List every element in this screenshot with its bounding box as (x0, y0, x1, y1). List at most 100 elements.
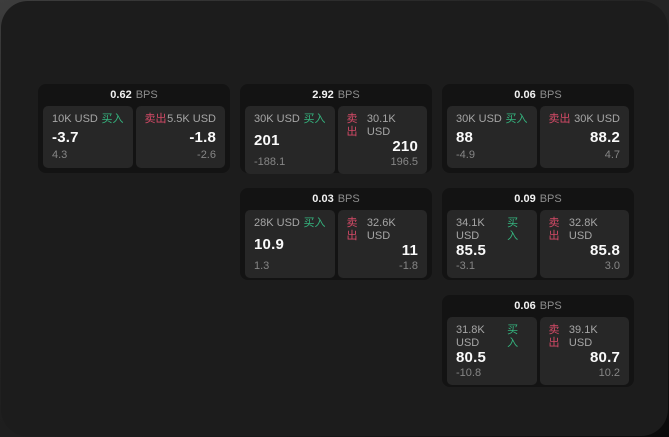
sell-notional-amount: 30K USD (574, 113, 620, 125)
sell-quote-delta: 10.2 (598, 366, 620, 379)
buy-notional-amount: 10K USD (52, 113, 98, 125)
buy-quote-tile[interactable]: 30K USD 买入 88 -4.9 (447, 106, 537, 168)
buy-side-label: 买入 (303, 113, 326, 125)
quote-cards-grid: 0.62 BPS 10K USD 买入 -3.7 4.3 卖出 5.5K USD… (38, 84, 634, 387)
card-header: 2.92 BPS (240, 84, 432, 106)
buy-notional-amount: 31.8K USD (456, 324, 485, 349)
buy-side-label: 买入 (101, 113, 124, 125)
buy-tile-header: 31.8K USD 买入 (456, 324, 528, 349)
sell-quote-value: 80.7 (590, 349, 620, 367)
sell-quote-tile[interactable]: 卖出 32.8K USD 85.8 3.0 (539, 210, 629, 279)
sell-quote-delta: 4.7 (604, 149, 620, 162)
spread-bps-unit: BPS (337, 192, 360, 205)
sell-tile-header: 卖出 32.8K USD (549, 217, 621, 242)
spread-bps-unit: BPS (539, 192, 562, 205)
sell-side-label: 卖出 (144, 113, 167, 125)
buy-tile-header: 28K USD 买入 (254, 217, 326, 230)
sell-notional-amount: 32.8K USD (568, 217, 598, 242)
buy-quote-tile[interactable]: 31.8K USD 买入 80.5 -10.8 (447, 317, 537, 386)
card-body: 10K USD 买入 -3.7 4.3 卖出 5.5K USD -1.8 -2.… (38, 106, 230, 173)
buy-quote-value: 85.5 (456, 242, 486, 260)
spread-bps-value: 0.06 (514, 88, 536, 101)
spread-bps-unit: BPS (337, 88, 360, 101)
buy-quote-delta: -188.1 (254, 155, 286, 168)
sell-notional-amount: 32.6K USD (366, 217, 396, 242)
buy-notional-amount: 28K USD (254, 217, 300, 229)
sell-side-label: 卖出 (548, 113, 571, 125)
spread-bps-unit: BPS (135, 88, 158, 101)
card-header: 0.06 BPS (442, 84, 634, 106)
card-header: 0.09 BPS (442, 188, 634, 210)
sell-quote-delta: 196.5 (390, 155, 418, 168)
card-header: 0.06 BPS (442, 295, 634, 317)
sell-tile-header: 卖出 30K USD (549, 113, 621, 126)
sell-notional-amount: 30.1K USD (366, 113, 396, 138)
quote-card: 0.09 BPS 34.1K USD 买入 85.5 -3.1 卖出 32.8K… (442, 188, 634, 280)
sell-quote-tile[interactable]: 卖出 30K USD 88.2 4.7 (539, 106, 629, 168)
sell-quote-value: -1.8 (189, 128, 216, 146)
card-header: 0.62 BPS (38, 84, 230, 106)
sell-side-label: 卖出 (548, 324, 560, 349)
sell-tile-header: 卖出 5.5K USD (145, 113, 217, 126)
sell-quote-value: 88.2 (590, 128, 620, 146)
buy-quote-value: 88 (456, 128, 474, 146)
buy-side-label: 买入 (507, 324, 519, 349)
sell-quote-value: 85.8 (590, 242, 620, 260)
sell-quote-tile[interactable]: 卖出 30.1K USD 210 196.5 (337, 106, 427, 175)
sell-quote-tile[interactable]: 卖出 5.5K USD -1.8 -2.6 (135, 106, 225, 168)
buy-quote-tile[interactable]: 30K USD 买入 201 -188.1 (245, 106, 335, 175)
quote-card: 0.06 BPS 30K USD 买入 88 -4.9 卖出 30K USD 8… (442, 84, 634, 173)
card-body: 31.8K USD 买入 80.5 -10.8 卖出 39.1K USD 80.… (442, 317, 634, 390)
spread-bps-unit: BPS (539, 299, 562, 312)
sell-quote-delta: -1.8 (399, 259, 418, 272)
buy-notional-amount: 30K USD (456, 113, 502, 125)
buy-side-label: 买入 (505, 113, 528, 125)
quote-card: 0.06 BPS 31.8K USD 买入 80.5 -10.8 卖出 39.1… (442, 295, 634, 387)
buy-quote-delta: -10.8 (456, 366, 482, 379)
card-body: 34.1K USD 买入 85.5 -3.1 卖出 32.8K USD 85.8… (442, 210, 634, 283)
sell-notional-amount: 5.5K USD (167, 113, 216, 125)
buy-quote-tile[interactable]: 28K USD 买入 10.9 1.3 (245, 210, 335, 279)
buy-tile-header: 30K USD 买入 (254, 113, 326, 126)
buy-quote-tile[interactable]: 34.1K USD 买入 85.5 -3.1 (447, 210, 537, 279)
sell-side-label: 卖出 (346, 217, 358, 242)
buy-tile-header: 30K USD 买入 (456, 113, 528, 126)
buy-quote-value: -3.7 (52, 128, 79, 146)
spread-bps-value: 2.92 (312, 88, 334, 101)
buy-notional-amount: 34.1K USD (456, 217, 485, 242)
card-header: 0.03 BPS (240, 188, 432, 210)
buy-side-label: 买入 (303, 217, 326, 229)
buy-notional-amount: 30K USD (254, 113, 300, 125)
buy-quote-value: 80.5 (456, 349, 486, 367)
buy-quote-delta: -3.1 (456, 259, 475, 272)
buy-quote-delta: 1.3 (254, 259, 270, 272)
sell-notional-amount: 39.1K USD (568, 324, 598, 349)
quote-card: 0.62 BPS 10K USD 买入 -3.7 4.3 卖出 5.5K USD… (38, 84, 230, 173)
spread-bps-value: 0.09 (514, 192, 536, 205)
sell-quote-tile[interactable]: 卖出 32.6K USD 11 -1.8 (337, 210, 427, 279)
buy-quote-tile[interactable]: 10K USD 买入 -3.7 4.3 (43, 106, 133, 168)
buy-tile-header: 10K USD 买入 (52, 113, 124, 126)
quote-card: 2.92 BPS 30K USD 买入 201 -188.1 卖出 30.1K … (240, 84, 432, 175)
spread-bps-unit: BPS (539, 88, 562, 101)
quote-card: 0.03 BPS 28K USD 买入 10.9 1.3 卖出 32.6K US… (240, 188, 432, 280)
sell-quote-value: 210 (392, 138, 418, 156)
buy-quote-value: 10.9 (254, 235, 284, 253)
sell-quote-delta: 3.0 (604, 259, 620, 272)
spread-bps-value: 0.06 (514, 299, 536, 312)
buy-quote-delta: -4.9 (456, 149, 475, 162)
buy-quote-value: 201 (254, 131, 280, 149)
sell-quote-tile[interactable]: 卖出 39.1K USD 80.7 10.2 (539, 317, 629, 386)
card-body: 30K USD 买入 201 -188.1 卖出 30.1K USD 210 1… (240, 106, 432, 179)
card-body: 30K USD 买入 88 -4.9 卖出 30K USD 88.2 4.7 (442, 106, 634, 173)
sell-tile-header: 卖出 32.6K USD (347, 217, 419, 242)
sell-side-label: 卖出 (346, 113, 358, 138)
spread-bps-value: 0.62 (110, 88, 132, 101)
sell-side-label: 卖出 (548, 217, 560, 242)
sell-quote-delta: -2.6 (197, 149, 216, 162)
buy-side-label: 买入 (507, 217, 519, 242)
sell-tile-header: 卖出 39.1K USD (549, 324, 621, 349)
sell-quote-value: 11 (401, 242, 418, 260)
